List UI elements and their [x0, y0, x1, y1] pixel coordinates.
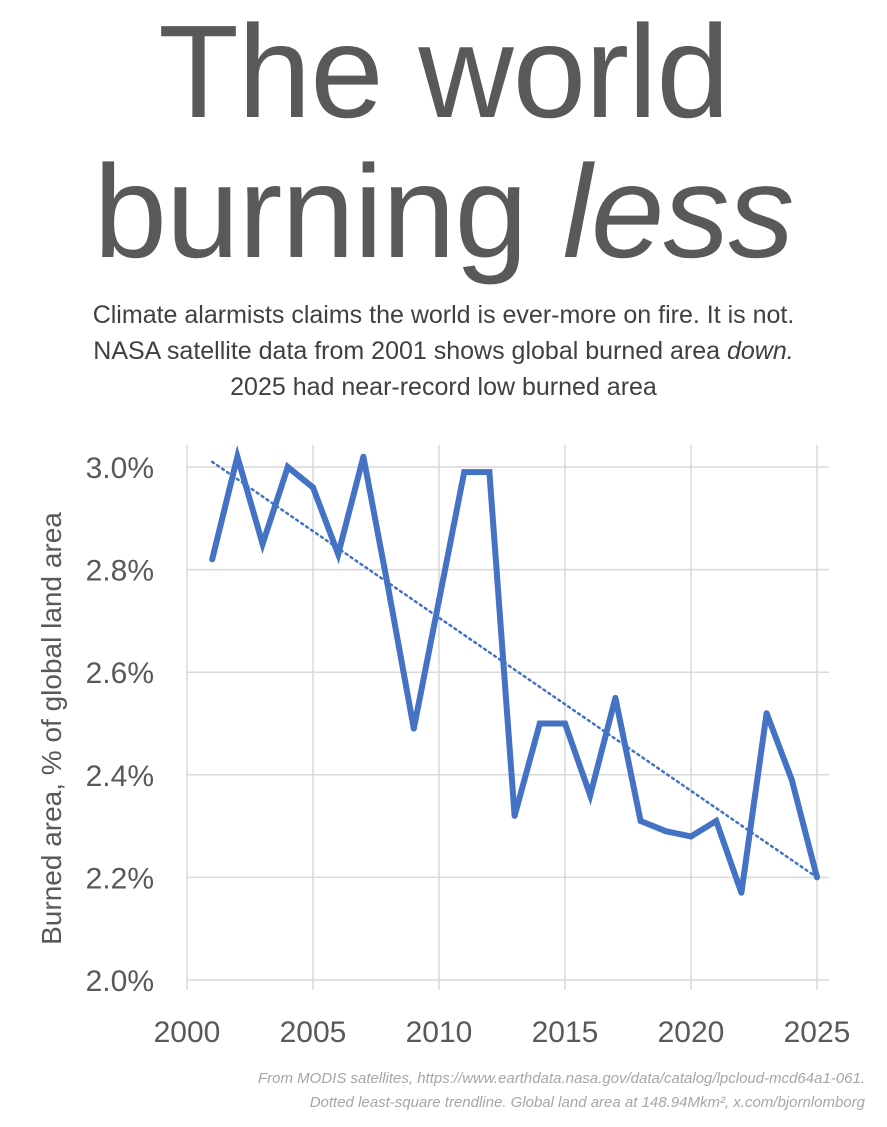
y-tick-label: 2.4%	[86, 760, 154, 793]
data-point	[360, 453, 367, 460]
title-line-2: burning less	[0, 142, 887, 282]
subtitle-line-2: NASA satellite data from 2001 shows glob…	[0, 334, 887, 368]
data-point	[637, 817, 644, 824]
x-tick-label: 2010	[406, 1016, 473, 1049]
title-line-1: The world	[158, 0, 730, 145]
y-tick-label: 2.0%	[86, 965, 154, 998]
grid-lines	[186, 445, 829, 990]
data-point	[486, 469, 493, 476]
data-point	[688, 833, 694, 840]
data-point	[436, 597, 442, 604]
y-tick-label: 3.0%	[86, 452, 154, 485]
series-group	[209, 445, 820, 896]
source-note-line-1: From MODIS satellites, https://www.earth…	[258, 1070, 865, 1087]
x-tick-label: 2025	[784, 1016, 851, 1049]
data-point	[284, 464, 291, 470]
data-point	[536, 720, 543, 727]
y-tick-label: 2.8%	[86, 555, 154, 588]
trendline	[210, 460, 819, 879]
data-point	[662, 828, 669, 835]
subtitle-line-2-italic: down.	[727, 337, 794, 365]
title-line-2-italic: less	[562, 138, 795, 285]
data-point	[385, 587, 392, 594]
data-point	[511, 812, 518, 819]
x-tick-label: 2005	[280, 1016, 347, 1049]
data-point	[814, 874, 820, 881]
tick-labels: 2.0% 2.2% 2.4% 2.6% 2.8% 3.0% 2000 2005 2010 2015…	[86, 452, 851, 1049]
x-tick-label: 2020	[658, 1016, 725, 1049]
data-point	[738, 889, 745, 896]
y-tick-label: 2.2%	[86, 862, 154, 895]
subtitle-line-2-plain: NASA satellite data from 2001 shows glob…	[93, 337, 727, 365]
data-point	[587, 792, 594, 799]
x-tick-label: 2015	[532, 1016, 599, 1049]
data-point	[209, 556, 216, 563]
data-point	[259, 540, 266, 547]
data-point	[713, 817, 720, 824]
source-note-line-2: Dotted least-square trendline. Global la…	[309, 1094, 865, 1111]
y-axis-label: Burned area, % of global land area	[36, 512, 67, 945]
data-point	[562, 720, 568, 727]
data-point	[612, 694, 619, 701]
data-point	[788, 776, 795, 783]
trendline-group	[210, 460, 819, 879]
data-point	[234, 453, 241, 460]
title-line-2-plain: burning	[93, 138, 563, 285]
data-point	[310, 484, 316, 491]
y-tick-label: 2.6%	[86, 657, 154, 690]
data-point	[335, 551, 342, 558]
data-point	[763, 710, 770, 717]
subtitle-line-1: Climate alarmists claims the world is ev…	[92, 301, 795, 329]
x-tick-label: 2000	[154, 1016, 221, 1049]
burned-area-chart: 2.0% 2.2% 2.4% 2.6% 2.8% 3.0% 2000 2005 2010 2015…	[36, 445, 851, 1049]
subtitle-line-3: 2025 had near-record low burned area	[230, 373, 657, 401]
data-point	[461, 469, 468, 476]
burned-area-series-line	[209, 445, 820, 894]
data-point	[410, 725, 417, 732]
